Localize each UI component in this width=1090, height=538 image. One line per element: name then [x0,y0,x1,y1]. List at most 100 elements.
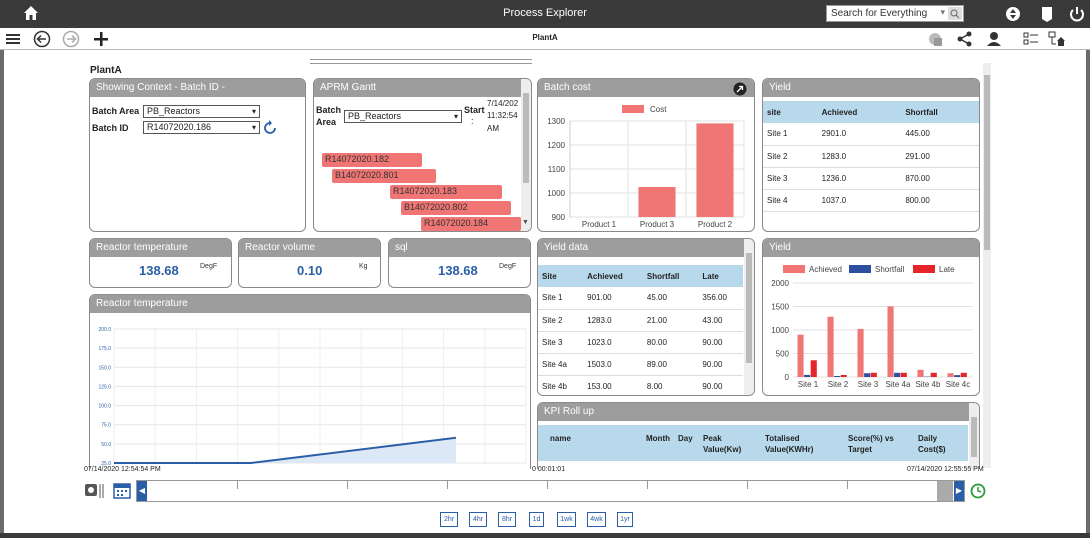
yield-data-table: Site Achieved Shortfall Late Site 1 901.0… [538,265,743,395]
kpi-col-score[interactable]: Score(%) vs [848,434,894,443]
search-input[interactable]: Search for Everything ▾ [826,5,964,22]
search-icon[interactable] [948,7,962,20]
range-2hr-button[interactable]: 2hr [440,512,458,527]
table-row[interactable]: Site 4b 153.00 8.00 90.00 [538,375,743,395]
gantt-batch-area-select[interactable]: PB_Reactors ▾ [344,110,462,123]
range-8hr-button[interactable]: 8hr [498,512,516,527]
gantt-bar[interactable]: R14072020.182 [322,153,422,167]
gantt-scrollbar[interactable]: ▼ [521,79,531,231]
batch-area-select[interactable]: PB_Reactors ▾ [143,105,260,118]
timeline-tick [747,481,748,489]
user-badge-icon[interactable] [1038,5,1056,23]
kpi-scrollbar-thumb[interactable] [971,417,977,457]
scroll-down-icon[interactable]: ▼ [522,219,529,226]
column-header[interactable]: Shortfall [901,101,979,123]
x-tick-label: Product 1 [582,220,617,229]
hierarchy-home-icon[interactable] [1048,30,1066,48]
timeline-handle[interactable] [937,481,953,501]
gantt-panel: APRM Gantt Batch Area PB_Reactors ▾ Start… [313,78,532,232]
home-icon[interactable] [22,4,40,22]
batch-id-select[interactable]: R14072020.186 ▾ [143,121,260,134]
table-cell: 80.00 [642,331,699,354]
table-row[interactable]: Site 3 1023.0 80.00 90.00 [538,331,743,354]
gantt-batch-label: Batch [316,105,342,115]
table-row[interactable]: Site 2 1283.0 21.00 43.00 [538,309,743,332]
y-tick-label: 1300 [547,117,565,126]
fullscreen-icon[interactable] [1004,5,1022,23]
add-icon[interactable] [92,30,110,48]
y-tick-label: 1200 [547,141,565,150]
bar [827,316,834,377]
tile-sql[interactable]: sql 138.68 DegF [388,238,531,288]
range-4hr-button[interactable]: 4hr [469,512,487,527]
refresh-icon[interactable] [262,120,278,136]
gantt-bar[interactable]: B14072020.801 [332,169,436,183]
table-row[interactable]: Site 4 1037.0 800.00 [763,189,979,212]
column-header[interactable]: Shortfall [642,265,699,287]
kpi-col-month[interactable]: Month [646,434,670,443]
checklist-icon[interactable] [1022,30,1040,48]
export-icon[interactable] [733,82,747,96]
page-scrollbar-thumb[interactable] [984,75,990,250]
table-row[interactable]: Site 1 901.00 45.00 356.00 [538,287,743,310]
gantt-bar[interactable]: R14072020.183 [390,185,502,199]
column-header[interactable]: Achieved [817,101,902,123]
settings-lock-icon[interactable] [926,30,944,48]
back-icon[interactable] [33,30,51,48]
series-line [114,436,457,464]
range-1d-button[interactable]: 1d [529,512,544,527]
tile-reactor-temperature[interactable]: Reactor temperature 138.68 DegF [89,238,232,288]
column-header[interactable]: Achieved [583,265,643,287]
kpi-col-total[interactable]: Totalised [765,434,800,443]
kpi-scrollbar[interactable] [969,403,979,469]
yield-table-title: Yield [763,79,979,97]
batch-cost-chart: 900 1000 1100 1200 1300 Product 1 Product 3 Pro… [547,105,745,229]
timeline-tick [237,481,238,489]
search-dropdown-icon[interactable]: ▾ [940,7,945,17]
column-header[interactable]: site [763,101,818,123]
kpi-col-day[interactable]: Day [678,434,693,443]
range-1yr-button[interactable]: 1yr [617,512,633,527]
power-icon[interactable] [1068,5,1086,23]
range-1wk-button[interactable]: 1wk [557,512,576,527]
table-cell: 1023.0 [583,331,643,354]
table-row[interactable]: Site 4a 1503.0 89.00 90.00 [538,353,743,376]
status-bar [0,533,1090,538]
kpi-title: KPI Roll up [538,403,979,421]
gantt-bar[interactable]: R14072020.184 [421,217,521,231]
tile-reactor-volume[interactable]: Reactor volume 0.10 Kg [238,238,381,288]
calendar-icon[interactable] [113,481,131,499]
table-cell: Site 3 [538,331,584,354]
table-row[interactable]: Site 2 1283.0 291.00 [763,145,979,168]
drag-divider[interactable] [310,59,532,64]
yield-data-scrollbar-thumb[interactable] [746,253,752,363]
table-cell: 90.00 [698,331,743,354]
kpi-col-name[interactable]: name [550,434,571,443]
timeline-slider[interactable]: ◀ ▶ [136,480,965,502]
tile-title: sql [389,239,530,257]
gantt-scrollbar-thumb[interactable] [523,93,529,183]
table-cell: 1283.0 [583,309,643,332]
kpi-col-daily[interactable]: Daily [918,434,938,443]
forward-icon[interactable] [62,30,80,48]
y-tick-label: 75.0 [101,423,111,429]
column-header[interactable]: Late [698,265,743,287]
table-row[interactable]: Site 3 1236.0 870.00 [763,167,979,190]
range-4wk-button[interactable]: 4wk [587,512,606,527]
x-tick-label: Site 4a [886,380,911,389]
column-header[interactable]: Site [538,265,584,287]
user-icon[interactable] [986,30,1004,48]
menu-icon[interactable] [4,30,22,48]
timeline-right-arrow-icon[interactable]: ▶ [954,481,964,501]
share-icon[interactable] [956,30,974,48]
bar [810,360,817,377]
yield-data-scrollbar[interactable] [744,239,754,395]
table-row[interactable]: Site 1 2901.0 445.00 [763,123,979,146]
gantt-bar[interactable]: B14072020.802 [401,201,511,215]
yield-chart: 0 500 1000 1500 2000 Site 1 Site 2 Site 3 Site 4… [771,265,973,389]
page-scrollbar[interactable] [983,63,991,468]
snapshot-icon[interactable] [84,482,106,500]
timeline-left-arrow-icon[interactable]: ◀ [137,481,147,501]
kpi-col-peak[interactable]: Peak [703,434,722,443]
clock-icon[interactable] [970,483,986,499]
